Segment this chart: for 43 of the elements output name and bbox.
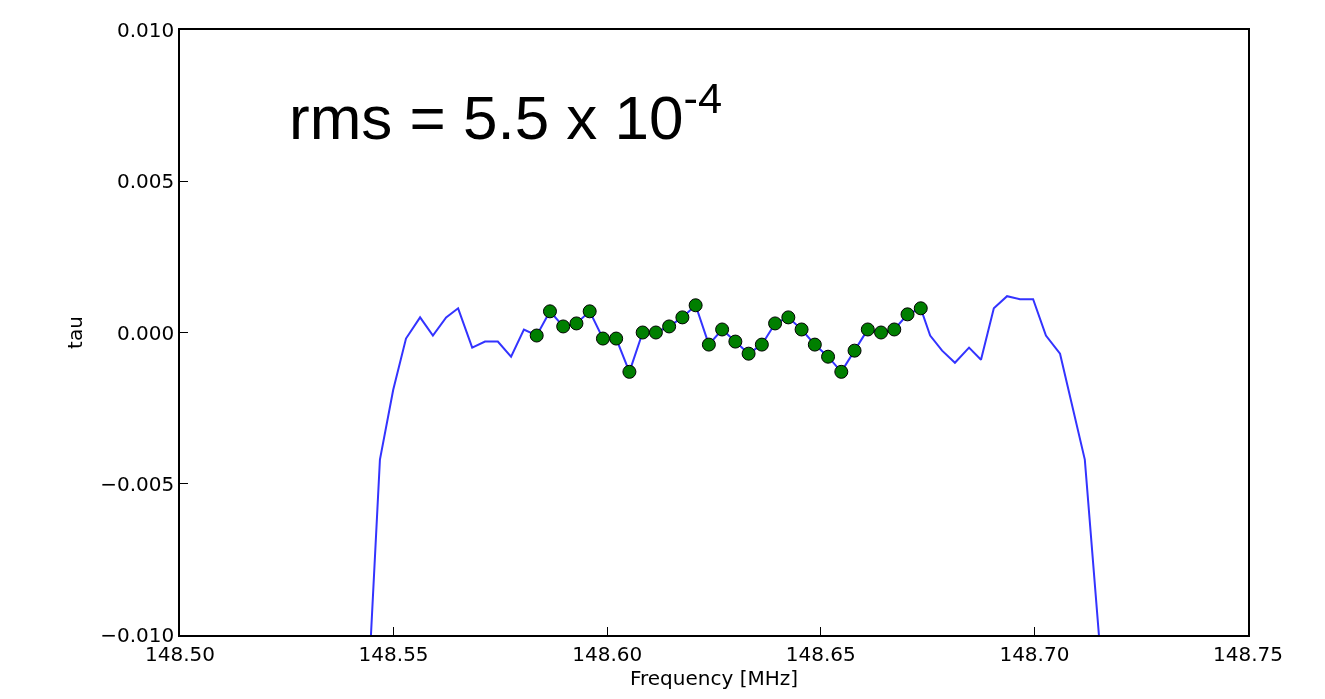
x-axis-title: Frequency [MHz] [629,665,799,690]
point [688,298,703,313]
y-tick-label: 0.005 [116,169,175,194]
point [569,316,584,331]
point [741,346,756,361]
point [847,343,862,358]
point [821,349,836,364]
y-tick-label: 0.000 [116,320,175,345]
point [860,322,875,337]
point [728,334,743,349]
point [781,310,796,325]
point [622,364,637,379]
point [807,337,822,352]
point [635,325,650,340]
point [529,328,544,343]
point [675,310,690,325]
point [595,331,610,346]
point [913,301,928,316]
line-series [369,295,1100,635]
point [715,322,730,337]
point [874,325,889,340]
y-tick-label: 0.010 [116,18,175,42]
point [609,331,624,346]
y-axis-title: tau [63,316,88,349]
x-tick-label: 148.75 [1213,641,1283,666]
point [701,337,716,352]
point [768,316,783,331]
annotation: rms = 5.5 x 10$^{-4}$ [289,74,723,153]
point [900,307,915,322]
point [542,304,557,319]
point [582,304,597,319]
point [662,319,677,334]
point [556,319,571,334]
point [754,337,769,352]
x-tick-label: 148.55 [358,641,429,666]
point [887,322,902,337]
point [794,322,809,337]
point [834,364,849,379]
point [648,325,663,340]
x-tick-label: 148.70 [999,641,1070,666]
y-tick-label: −0.005 [100,471,175,496]
x-tick-label: 148.65 [785,641,856,666]
x-tick-label: 148.60 [572,641,643,666]
